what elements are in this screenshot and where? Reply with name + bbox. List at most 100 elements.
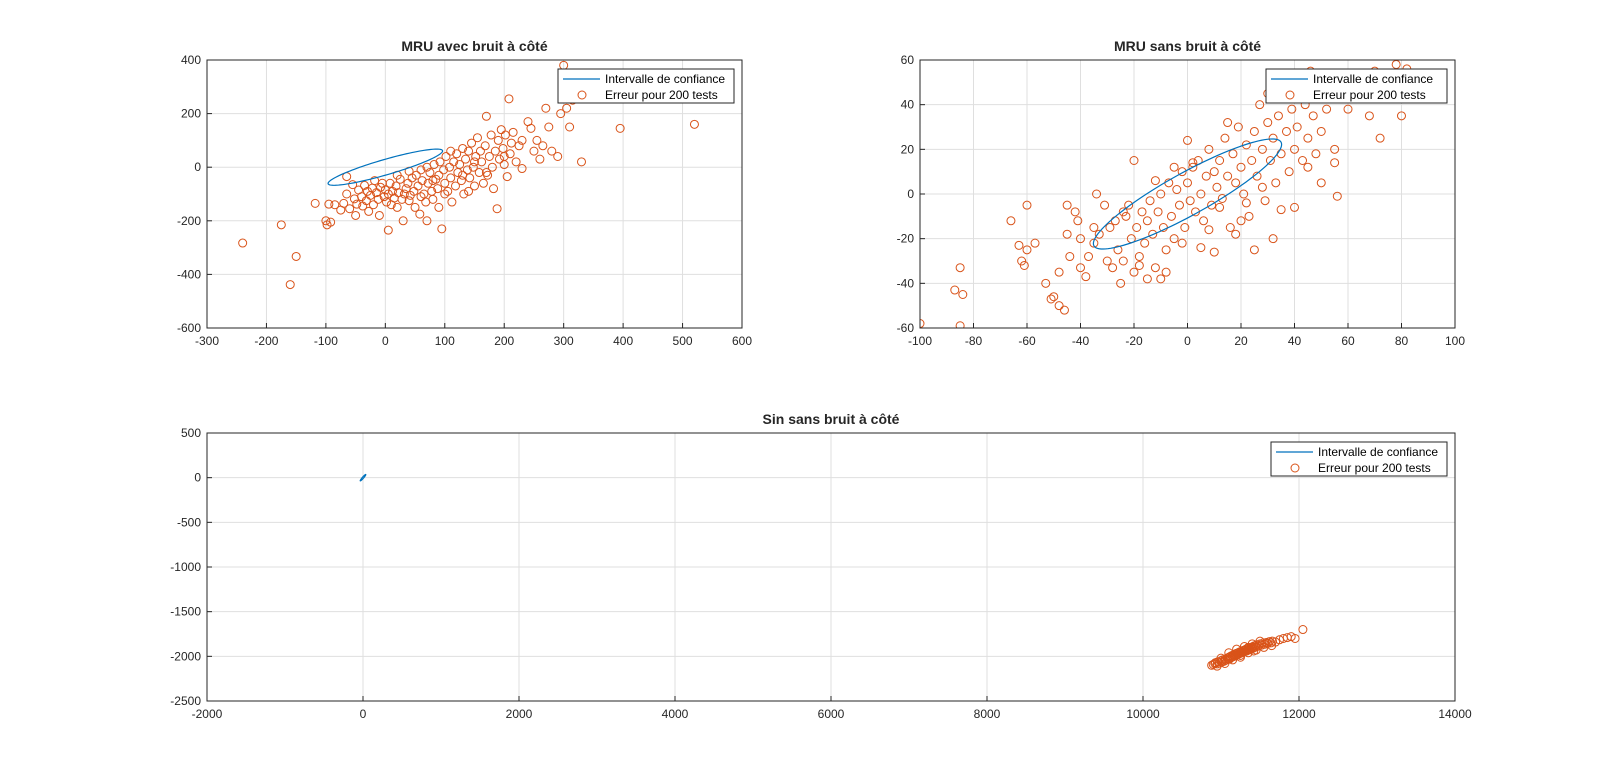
scatter-point	[422, 216, 432, 226]
scatter-point	[1209, 167, 1219, 177]
scatter-point	[416, 192, 426, 202]
scatter-point	[689, 119, 699, 129]
scatter-point	[470, 181, 479, 191]
scatter-point	[1308, 111, 1318, 121]
scatter-point	[1204, 144, 1214, 154]
legend-marker-swatch	[577, 90, 587, 100]
scatter-point	[1140, 238, 1150, 248]
scatter-point	[1290, 202, 1299, 212]
scatter-point	[1298, 625, 1308, 635]
axes-box	[206, 432, 1456, 702]
scatter-point	[489, 184, 499, 194]
scatter-point	[1255, 636, 1265, 646]
scatter-point	[1022, 200, 1032, 210]
scatter-point	[1169, 162, 1179, 172]
scatter-point	[478, 178, 488, 188]
chart-mru-avec-bruit: -300 -200 -100 0 100 200 300 400 500 600 -600 -400 -…	[177, 38, 752, 348]
x-tick-label: 0	[1184, 334, 1191, 348]
scatter-point	[1343, 104, 1353, 114]
scatter-point	[1183, 178, 1192, 188]
legend-entry: Intervalle de confiance	[1318, 445, 1438, 459]
legend-entry: Erreur pour 200 tests	[1318, 461, 1431, 475]
scatter-point	[391, 181, 401, 191]
scatter-point	[459, 189, 469, 199]
scatter-point	[1364, 111, 1374, 121]
scatter-point	[1161, 267, 1171, 277]
scatter-point	[958, 290, 968, 299]
x-tick-label: 0	[382, 334, 389, 348]
scatter-point	[411, 170, 421, 180]
scatter-point	[1092, 189, 1102, 199]
scatter-point	[1183, 135, 1192, 145]
y-tick-label: -500	[177, 515, 201, 529]
y-tick-label: 60	[901, 53, 915, 67]
scatter-point	[401, 184, 411, 194]
scatter-point	[456, 176, 466, 186]
scatter-point	[1375, 133, 1385, 143]
scatter-point	[1228, 149, 1238, 159]
scatter-point	[1316, 178, 1326, 188]
scatter-point	[535, 154, 545, 164]
confidence-ellipse	[359, 473, 367, 482]
scatter-point	[1156, 274, 1166, 284]
scatter-point	[1121, 211, 1131, 221]
x-tick-label: 200	[494, 334, 514, 348]
scatter-point	[1281, 126, 1291, 136]
scatter-point	[1172, 185, 1182, 195]
x-tick-label: -100	[314, 334, 338, 348]
legend-entry: Intervalle de confiance	[1313, 72, 1433, 86]
x-tick-label: 8000	[974, 707, 1001, 721]
scatter-point	[1316, 126, 1326, 136]
scatter-point	[1228, 655, 1238, 665]
scatter-point	[1257, 144, 1267, 154]
scatter-point	[1217, 193, 1227, 203]
scatter-point	[1330, 158, 1340, 168]
scatter-point	[1062, 200, 1072, 210]
scatter-point	[1212, 661, 1222, 671]
scatter-point	[1233, 122, 1243, 132]
scatter-point	[955, 263, 965, 273]
legend: Intervalle de confiance Erreur pour 200 t…	[1270, 441, 1448, 477]
scatter-point	[1156, 189, 1166, 199]
legend-entry: Erreur pour 200 tests	[605, 88, 718, 102]
y-tick-label: -60	[897, 321, 915, 335]
scatter-point	[433, 184, 443, 194]
x-tick-label: 20	[1234, 334, 1248, 348]
scatter-point	[487, 162, 497, 172]
legend: Intervalle de confiance Erreur pour 200 t…	[1265, 68, 1448, 104]
scatter-point	[467, 138, 477, 148]
scatter-point	[458, 170, 468, 180]
scatter-point	[477, 157, 487, 167]
scatter-point	[556, 109, 566, 119]
scatter-point	[417, 176, 427, 186]
scatter-point	[310, 198, 320, 208]
scatter-point	[1247, 156, 1257, 165]
scatter-point	[345, 204, 355, 214]
scatter-point	[326, 217, 336, 227]
scatter-point	[577, 157, 586, 167]
scatter-point	[1332, 191, 1342, 201]
scatter-point	[1145, 196, 1155, 206]
scatter-point	[1161, 245, 1171, 255]
scatter-point	[1054, 267, 1064, 277]
scatter-point	[500, 130, 510, 140]
scatter-point	[468, 162, 478, 172]
scatter-point	[439, 165, 449, 175]
scatter-point	[1201, 171, 1211, 181]
scatter-point	[1116, 278, 1126, 288]
scatter-point	[1017, 256, 1027, 266]
scatter-point	[1180, 223, 1190, 232]
y-tick-label: 200	[181, 107, 201, 121]
scatter-point	[1142, 216, 1152, 226]
scatter-point	[1239, 189, 1249, 199]
scatter-point	[1089, 223, 1099, 232]
scatter-point	[1108, 263, 1118, 273]
scatter-point	[1225, 223, 1235, 232]
scatter-point	[1260, 196, 1270, 206]
scatter-point	[475, 146, 485, 156]
scatter-point	[1166, 211, 1176, 221]
scatter-point	[1196, 189, 1206, 199]
data-layer	[359, 473, 1308, 671]
scatter-point	[1153, 207, 1163, 217]
